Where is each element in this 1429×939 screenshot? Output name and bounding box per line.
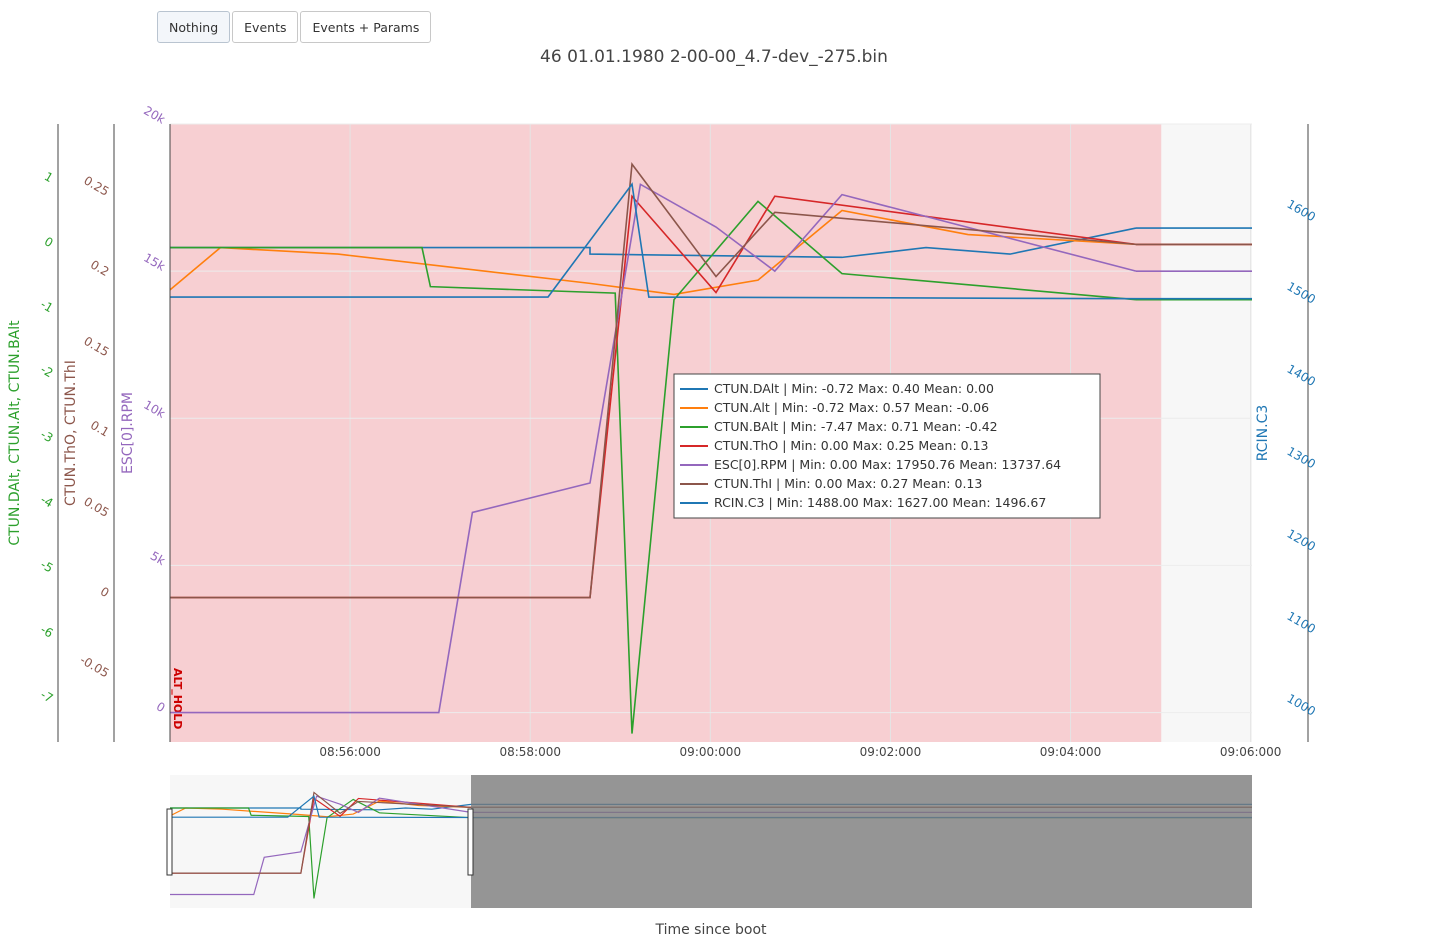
y-tick-label: 1 [42, 169, 56, 185]
y-tick-label: -0.05 [78, 653, 112, 681]
y-axis-rcin: 1600 1500 1400 1300 1200 1100 1000 [1285, 124, 1318, 742]
y-axis-title-rpm: ESC[0].RPM [120, 392, 136, 474]
legend-item[interactable]: ESC[0].RPM | Min: 0.00 Max: 17950.76 Mea… [680, 457, 1061, 472]
legend-label: CTUN.BAlt | Min: -7.47 Max: 0.71 Mean: -… [714, 419, 998, 434]
toolbar: Nothing Events Events + Params [157, 11, 433, 43]
y-tick-label: 0.2 [88, 257, 112, 279]
chart-title: 46 01.01.1980 2-00-00_4.7-dev_-275.bin [540, 47, 888, 67]
y-axis-title-throttle: CTUN.ThO, CTUN.ThI [63, 360, 79, 506]
series-layer [169, 161, 1252, 734]
legend-item[interactable]: CTUN.ThI | Min: 0.00 Max: 0.27 Mean: 0.1… [680, 476, 982, 491]
y-tick-label: 0 [42, 234, 56, 250]
y-tick-label: 1500 [1285, 279, 1318, 306]
range-slider-mask [471, 775, 1252, 908]
y-tick-label: -5 [38, 557, 55, 575]
range-slider-left-handle[interactable] [166, 808, 173, 876]
y-tick-label: -2 [38, 362, 55, 380]
x-tick-label: 09:02:000 [860, 745, 922, 759]
series-line-rcin-c3 [170, 182, 1137, 300]
y-tick-label: 1200 [1285, 526, 1318, 553]
legend-item[interactable]: RCIN.C3 | Min: 1488.00 Max: 1627.00 Mean… [680, 495, 1046, 510]
legend-label: CTUN.ThI | Min: 0.00 Max: 0.27 Mean: 0.1… [714, 476, 982, 491]
legend-label: ESC[0].RPM | Min: 0.00 Max: 17950.76 Mea… [714, 457, 1061, 472]
y-tick-label: 1400 [1285, 362, 1318, 389]
range-slider[interactable] [166, 775, 1252, 908]
x-axis: 08:56:000 08:58:000 09:00:000 09:02:000 09:0… [319, 745, 1281, 759]
y-tick-label: -4 [38, 492, 55, 510]
legend-label: CTUN.Alt | Min: -0.72 Max: 0.57 Mean: -0… [714, 400, 989, 415]
legend-item[interactable]: CTUN.BAlt | Min: -7.47 Max: 0.71 Mean: -… [680, 419, 998, 434]
y-tick-label: 0 [154, 699, 168, 715]
y-axis-throttle: 0.25 0.2 0.15 0.1 0.05 0 -0.05 [78, 124, 115, 742]
y-tick-label: 0.25 [81, 173, 111, 198]
y-tick-label: 0.05 [81, 494, 111, 519]
x-tick-label: 08:56:000 [319, 745, 381, 759]
series-line-ctun-thi [170, 161, 1137, 599]
legend: CTUN.DAlt | Min: -0.72 Max: 0.40 Mean: 0… [673, 373, 1101, 519]
y-axis-title-rcin: RCIN.C3 [1255, 405, 1271, 462]
events-params-button[interactable]: Events + Params [300, 11, 432, 43]
y-tick-label: -1 [38, 297, 55, 315]
x-axis-title: Time since boot [654, 922, 767, 938]
y-tick-label: 10k [141, 398, 167, 421]
y-tick-label: 0.1 [88, 418, 112, 440]
events-button[interactable]: Events [232, 11, 299, 43]
x-tick-label: 08:58:000 [499, 745, 561, 759]
y-tick-label: 15k [141, 251, 167, 274]
y-tick-label: 5k [148, 549, 168, 568]
y-tick-label: -6 [38, 622, 55, 640]
x-tick-label: 09:00:000 [680, 745, 742, 759]
y-tick-label: 1300 [1285, 444, 1318, 471]
legend-item[interactable]: CTUN.ThO | Min: 0.00 Max: 0.25 Mean: 0.1… [680, 438, 988, 453]
range-slider-line [170, 791, 472, 874]
legend-item[interactable]: CTUN.DAlt | Min: -0.72 Max: 0.40 Mean: 0… [680, 381, 994, 396]
y-tick-label: 1100 [1285, 609, 1318, 636]
legend-label: CTUN.ThO | Min: 0.00 Max: 0.25 Mean: 0.1… [714, 438, 988, 453]
y-tick-label: -7 [38, 687, 55, 705]
y-axis-altitude: 1 0 -1 -2 -3 -4 -5 -6 -7 [38, 124, 59, 742]
mode-band-label: ALT_HOLD [171, 668, 184, 729]
range-slider-right-handle[interactable] [467, 808, 474, 876]
legend-label: RCIN.C3 | Min: 1488.00 Max: 1627.00 Mean… [714, 495, 1046, 510]
legend-item[interactable]: CTUN.Alt | Min: -0.72 Max: 0.57 Mean: -0… [680, 400, 989, 415]
nothing-button[interactable]: Nothing [157, 11, 231, 43]
legend-box [673, 373, 1101, 519]
y-axis-rpm: 20k 15k 10k 5k 0 [141, 103, 171, 742]
y-tick-label: 1600 [1285, 197, 1318, 224]
legend-label: CTUN.DAlt | Min: -0.72 Max: 0.40 Mean: 0… [714, 381, 994, 396]
series-line-esc-0-rpm [170, 183, 1137, 714]
series-line-ctun-alt [169, 209, 1137, 296]
y-tick-label: -3 [38, 427, 55, 445]
y-tick-label: 20k [141, 103, 167, 126]
y-tick-label: 1000 [1285, 691, 1318, 718]
x-tick-label: 09:06:000 [1220, 745, 1282, 759]
series-line-ctun-balt [170, 200, 1137, 734]
x-tick-label: 09:04:000 [1040, 745, 1102, 759]
y-tick-label: 0.15 [81, 334, 111, 359]
range-slider-line [170, 798, 472, 899]
y-tick-label: 0 [98, 584, 112, 600]
series-line-ctun-dalt [170, 227, 1137, 259]
range-slider-line [170, 795, 472, 819]
range-slider-line [170, 803, 472, 811]
y-axis-title-altitude: CTUN.DAlt, CTUN.Alt, CTUN.BAlt [7, 320, 23, 546]
range-slider-line [170, 795, 472, 896]
